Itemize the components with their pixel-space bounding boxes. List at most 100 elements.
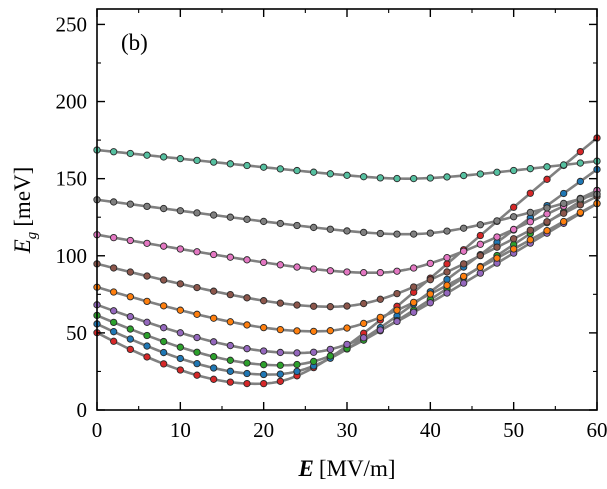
data-point — [143, 272, 151, 280]
data-point — [210, 287, 218, 295]
data-point — [376, 313, 384, 321]
data-point — [210, 314, 218, 322]
data-point — [176, 280, 184, 288]
data-point — [476, 251, 484, 260]
data-point — [260, 163, 268, 171]
data-point — [226, 318, 234, 326]
data-point — [193, 248, 201, 256]
data-point — [443, 268, 451, 276]
data-point — [376, 229, 384, 238]
x-tick-label: 30 — [337, 418, 358, 442]
data-point — [193, 283, 201, 292]
data-point — [260, 347, 268, 355]
data-point — [426, 229, 434, 237]
data-point — [193, 348, 201, 356]
data-point — [310, 357, 318, 366]
data-point — [160, 153, 168, 161]
data-point — [243, 359, 251, 367]
x-axis-label-unit: [MV/m] — [319, 456, 396, 481]
data-point — [510, 203, 518, 211]
data-point — [210, 375, 218, 383]
data-point — [510, 225, 518, 234]
data-point — [526, 226, 534, 234]
data-point — [526, 208, 534, 217]
data-point — [343, 302, 351, 310]
data-point — [260, 217, 268, 226]
data-point — [143, 239, 151, 248]
y-axis-label: Eg [meV] — [10, 167, 40, 255]
data-point — [543, 227, 551, 235]
x-tick-label: 0 — [92, 418, 103, 442]
data-point — [260, 258, 268, 267]
data-point — [410, 283, 418, 291]
data-point — [476, 240, 484, 248]
data-point — [560, 161, 568, 169]
data-point — [293, 349, 301, 357]
data-point — [526, 189, 534, 197]
data-point — [426, 290, 434, 298]
data-point — [243, 369, 251, 378]
data-point — [326, 352, 334, 360]
data-point — [543, 175, 551, 183]
data-point — [326, 225, 334, 233]
data-point — [460, 171, 468, 180]
data-point — [426, 276, 434, 284]
data-point — [460, 279, 468, 287]
data-point — [126, 268, 134, 276]
data-point — [576, 195, 584, 203]
y-tick-label: 100 — [56, 244, 88, 268]
y-axis-label-symbol: E — [10, 239, 35, 254]
data-point — [143, 342, 151, 350]
data-point — [193, 360, 201, 368]
data-point — [126, 335, 134, 343]
data-point — [326, 303, 334, 311]
data-point — [110, 148, 118, 156]
data-point — [343, 340, 351, 349]
data-point — [260, 370, 268, 379]
data-point — [143, 297, 151, 306]
data-point — [260, 379, 268, 388]
data-point — [343, 171, 351, 179]
data-point — [276, 165, 284, 173]
data-point — [293, 327, 301, 335]
data-point — [176, 354, 184, 363]
data-point — [443, 260, 451, 268]
data-point — [543, 210, 551, 218]
y-axis-label-subscript: g — [24, 231, 40, 239]
data-point — [310, 327, 318, 335]
x-axis-label: E [MV/m] — [297, 456, 395, 481]
data-point — [260, 297, 268, 305]
data-point — [176, 155, 184, 163]
data-point — [360, 334, 368, 342]
data-point — [360, 299, 368, 308]
data-point — [543, 204, 551, 212]
data-point — [560, 189, 568, 198]
data-point — [393, 317, 401, 326]
data-point — [376, 268, 384, 277]
data-point — [210, 364, 218, 372]
data-point — [276, 261, 284, 269]
data-point — [176, 306, 184, 314]
data-point — [243, 256, 251, 264]
data-point — [110, 198, 118, 206]
data-point — [443, 173, 451, 181]
data-point — [543, 163, 551, 171]
data-point — [410, 308, 418, 316]
y-tick-label: 200 — [56, 90, 88, 114]
plot-frame — [96, 8, 598, 411]
data-point — [460, 224, 468, 232]
data-point — [393, 306, 401, 314]
data-point — [226, 341, 234, 350]
data-point — [160, 276, 168, 284]
data-point — [276, 325, 284, 334]
data-point — [110, 337, 118, 345]
data-point — [476, 170, 484, 178]
data-point — [110, 328, 118, 336]
data-point — [126, 312, 134, 321]
data-point — [360, 319, 368, 328]
data-point — [276, 370, 284, 378]
data-point — [343, 227, 351, 235]
data-point — [310, 348, 318, 356]
data-point — [110, 288, 118, 296]
data-point — [193, 333, 201, 342]
